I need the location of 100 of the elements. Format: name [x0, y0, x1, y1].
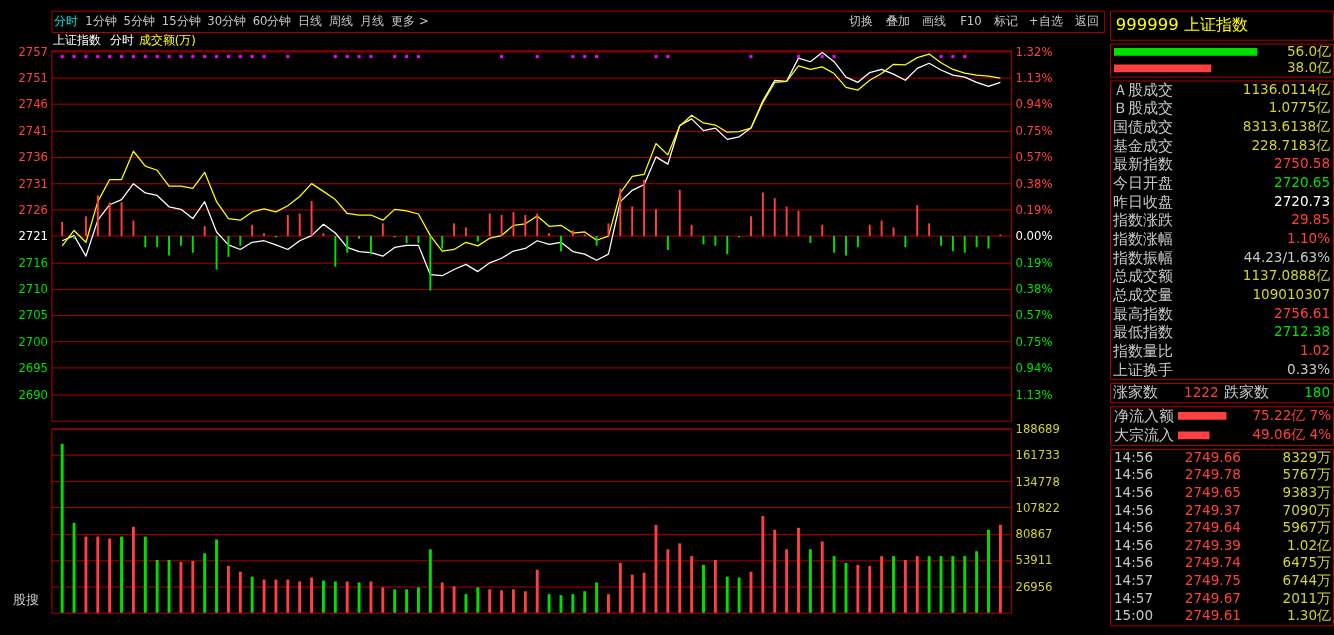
bar — [60, 443, 64, 613]
y-tick-label: 2705 — [18, 308, 48, 323]
y-tick-label: 2695 — [18, 361, 48, 376]
bar — [903, 560, 907, 613]
y-tick-label: 2721 — [18, 229, 48, 244]
category-label: 今日开盘 — [1112, 174, 1173, 191]
text: 60分钟 — [252, 14, 292, 29]
y2-tick-label: 1.13% — [1015, 70, 1053, 85]
bar — [820, 541, 824, 613]
bar — [571, 594, 575, 613]
category-label: 指数涨幅 — [1111, 230, 1173, 247]
y-tick-label: 2741 — [18, 123, 48, 138]
chart-title: 上证指数 — [53, 32, 102, 47]
text: 180 — [1304, 383, 1331, 400]
bar — [880, 556, 884, 613]
y-tick-label: 188689 — [1015, 421, 1060, 436]
y2-tick-label: 0.57% — [1015, 308, 1053, 323]
text: 标记 — [993, 14, 1019, 29]
bar — [84, 536, 88, 613]
bar — [191, 560, 195, 613]
y2-tick-label: 0.94% — [1015, 97, 1053, 112]
bar — [274, 579, 278, 613]
bar — [535, 569, 539, 613]
category-label: 指数量比 — [1111, 342, 1173, 359]
bar — [203, 553, 207, 613]
y-tick-label: 2736 — [18, 150, 48, 165]
y-tick-label: 53911 — [1015, 553, 1053, 568]
text: 14:56 2749.39 1.02亿 — [1113, 536, 1332, 553]
bar — [761, 516, 765, 613]
category-label: 基金成交 — [1112, 137, 1173, 154]
text: 30分钟 — [207, 14, 247, 29]
y-tick-label: 2700 — [18, 334, 48, 349]
bar — [167, 560, 171, 613]
bar — [238, 571, 242, 613]
bar — [832, 556, 836, 613]
bar — [321, 580, 325, 613]
data-label: 56.0亿 — [1286, 42, 1332, 59]
text: 画线 — [922, 14, 947, 29]
bar — [868, 565, 872, 613]
text: 0.33% — [1287, 360, 1331, 377]
data-label: 49.06亿 4% — [1252, 426, 1332, 443]
bar — [131, 526, 135, 613]
text: 15:00 2749.61 1.30亿 — [1113, 607, 1332, 624]
y-tick-label: 2710 — [18, 282, 48, 297]
bar — [428, 549, 432, 613]
bar — [96, 536, 100, 613]
category-label: 总成交额 — [1111, 268, 1173, 285]
bar — [856, 564, 860, 613]
y-tick-label: 80867 — [1015, 527, 1053, 542]
text: 1222 — [1184, 383, 1219, 400]
text: 分时 — [54, 14, 79, 29]
y-tick-label: 2716 — [18, 255, 48, 270]
text: 周线 — [329, 14, 354, 29]
category-label: 最新指数 — [1112, 156, 1173, 173]
text: 日线 — [298, 14, 323, 29]
text: 999999 上证指数 — [1115, 15, 1248, 35]
text: 14:56 2749.37 7090万 — [1113, 501, 1332, 518]
y2-tick-label: 0.75% — [1015, 123, 1053, 138]
bar — [286, 579, 290, 613]
y2-tick-label: 0.00% — [1015, 229, 1053, 244]
bar — [488, 589, 492, 613]
text: 股搜 — [13, 592, 40, 607]
bar — [369, 581, 373, 613]
text: 228.7183亿 — [1251, 136, 1331, 153]
text: 叠加 — [885, 14, 910, 29]
bar — [452, 586, 456, 613]
bar — [678, 543, 682, 613]
category-label: 跌家数 — [1224, 384, 1270, 401]
bar — [523, 591, 527, 613]
bar — [915, 556, 919, 613]
text: 1.02 — [1299, 341, 1331, 358]
y2-tick-label: 0.38% — [1015, 282, 1053, 297]
bar — [607, 594, 610, 613]
bar — [179, 561, 183, 613]
y-tick-label: 2690 — [18, 387, 48, 402]
bar — [547, 594, 551, 613]
bar — [155, 560, 159, 613]
bar — [785, 549, 789, 613]
text: 14:56 2749.65 9383万 — [1113, 483, 1332, 500]
y2-tick-label: 1.13% — [1015, 387, 1053, 402]
text: 14:56 2749.78 5767万 — [1113, 466, 1332, 483]
y-tick-label: 107822 — [1015, 500, 1060, 515]
text: +自选 — [1028, 14, 1063, 29]
bar — [927, 556, 931, 613]
y-tick-label: 2746 — [18, 97, 48, 112]
text: 29.85 — [1291, 211, 1331, 228]
text: 14:56 2749.66 8329万 — [1113, 448, 1332, 465]
bar — [405, 589, 409, 613]
category-label: 上证换手 — [1112, 361, 1173, 378]
y-tick-label: 大宗流入 — [1113, 427, 1174, 444]
bar — [892, 556, 895, 613]
category-label: 昨日收盘 — [1112, 193, 1173, 210]
bar — [381, 587, 385, 613]
text: 更多 > — [391, 14, 429, 29]
bar — [987, 529, 990, 613]
bar — [120, 536, 123, 613]
data-label: 75.22亿 7% — [1252, 406, 1332, 423]
text: F10 — [960, 14, 982, 29]
bar — [713, 560, 717, 613]
bar — [143, 536, 147, 613]
